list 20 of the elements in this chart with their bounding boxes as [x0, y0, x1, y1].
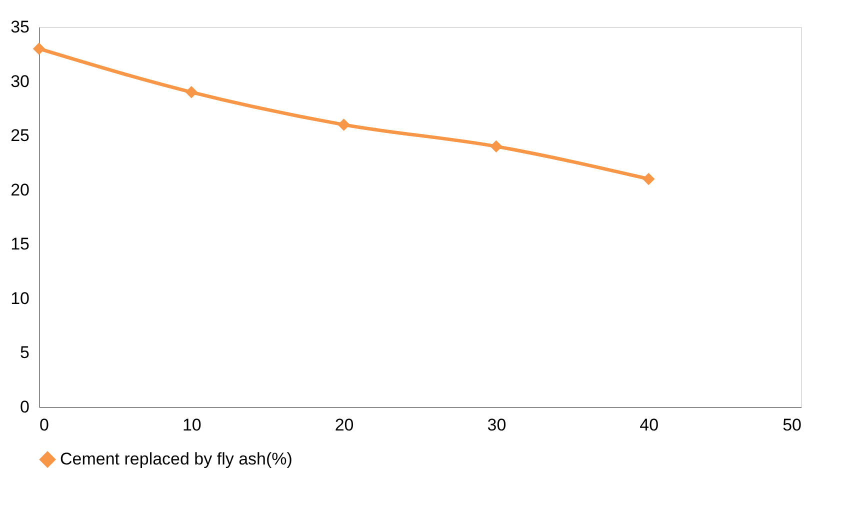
y-tick-label: 5 [20, 343, 30, 362]
y-tick-label: 20 [10, 180, 30, 200]
y-tick-label: 30 [10, 72, 30, 91]
point [185, 86, 198, 98]
x-tick-label: 40 [640, 416, 659, 434]
legend-label: Cement replaced by fly ash(%) [60, 450, 292, 468]
y-tick-label: 25 [10, 126, 30, 146]
y-tick-label: 0 [20, 398, 30, 416]
x-tick-label: 50 [782, 416, 802, 434]
point [32, 42, 46, 55]
point [642, 172, 655, 186]
x-tick-label: 10 [182, 416, 202, 434]
x-tick-label: 0 [40, 416, 49, 434]
x-tick-label: 30 [487, 416, 506, 434]
y-tick-label: 35 [10, 18, 30, 36]
x-tick-label: 20 [334, 416, 354, 434]
point [338, 118, 350, 131]
y-tick-label: 10 [10, 288, 30, 308]
y-tick-label: 15 [10, 234, 30, 254]
point [490, 140, 502, 153]
